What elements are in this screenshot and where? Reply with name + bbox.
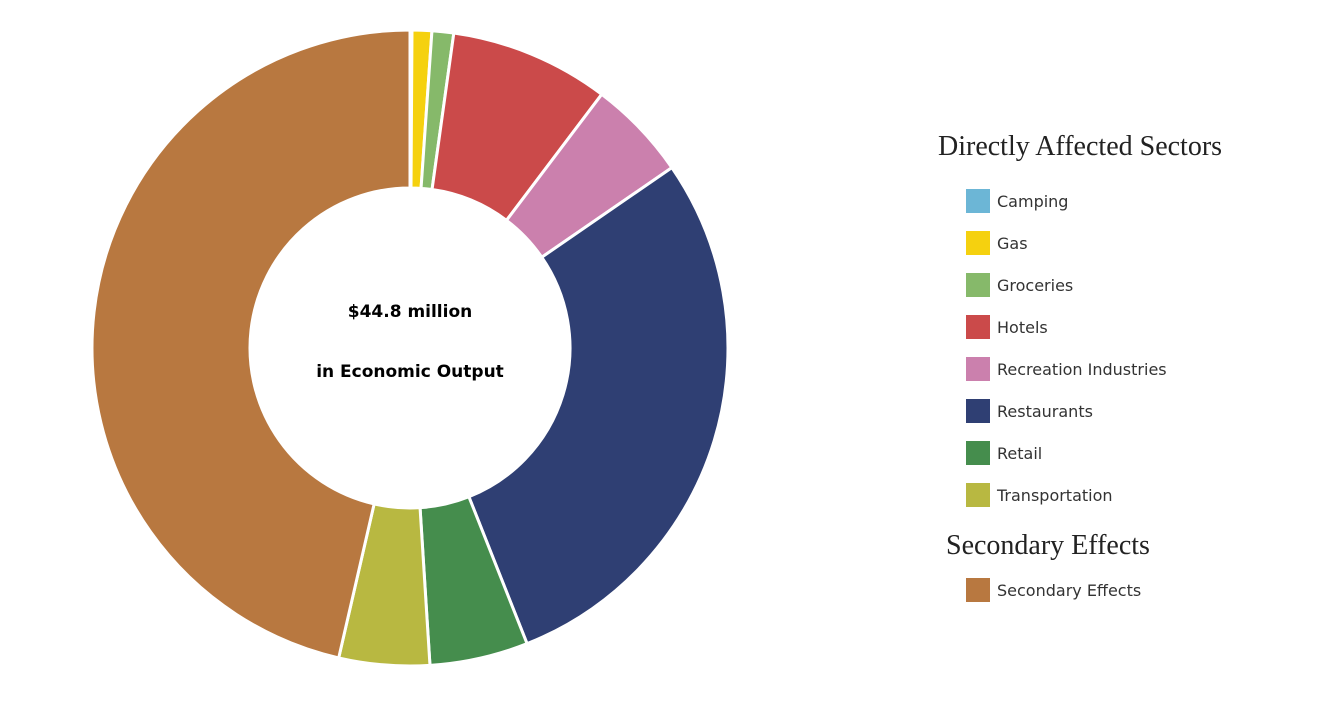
legend-swatch bbox=[966, 231, 990, 255]
legend-swatch bbox=[966, 315, 990, 339]
legend-swatch bbox=[966, 189, 990, 213]
legend-label: Retail bbox=[997, 444, 1042, 463]
legend-label: Camping bbox=[997, 192, 1068, 211]
legend-swatch bbox=[966, 273, 990, 297]
center-label: $44.8 million bbox=[348, 302, 473, 322]
legend-label: Groceries bbox=[997, 276, 1073, 295]
legend-label: Restaurants bbox=[997, 402, 1093, 421]
legend-label: Secondary Effects bbox=[997, 581, 1141, 600]
donut-slice bbox=[90, 28, 412, 660]
donut-slice bbox=[466, 165, 730, 646]
center-label: in Economic Output bbox=[316, 362, 504, 382]
legend-label: Recreation Industries bbox=[997, 360, 1167, 379]
legend-label: Transportation bbox=[996, 486, 1113, 505]
legend-swatch bbox=[966, 357, 990, 381]
legend-label: Gas bbox=[997, 234, 1028, 253]
legend-swatch bbox=[966, 441, 990, 465]
legend-swatch bbox=[966, 399, 990, 423]
legend-heading: Secondary Effects bbox=[946, 530, 1150, 561]
legend-label: Hotels bbox=[997, 318, 1048, 337]
legend-swatch bbox=[966, 483, 990, 507]
legend-swatch bbox=[966, 578, 990, 602]
legend-heading: Directly Affected Sectors bbox=[938, 131, 1222, 162]
